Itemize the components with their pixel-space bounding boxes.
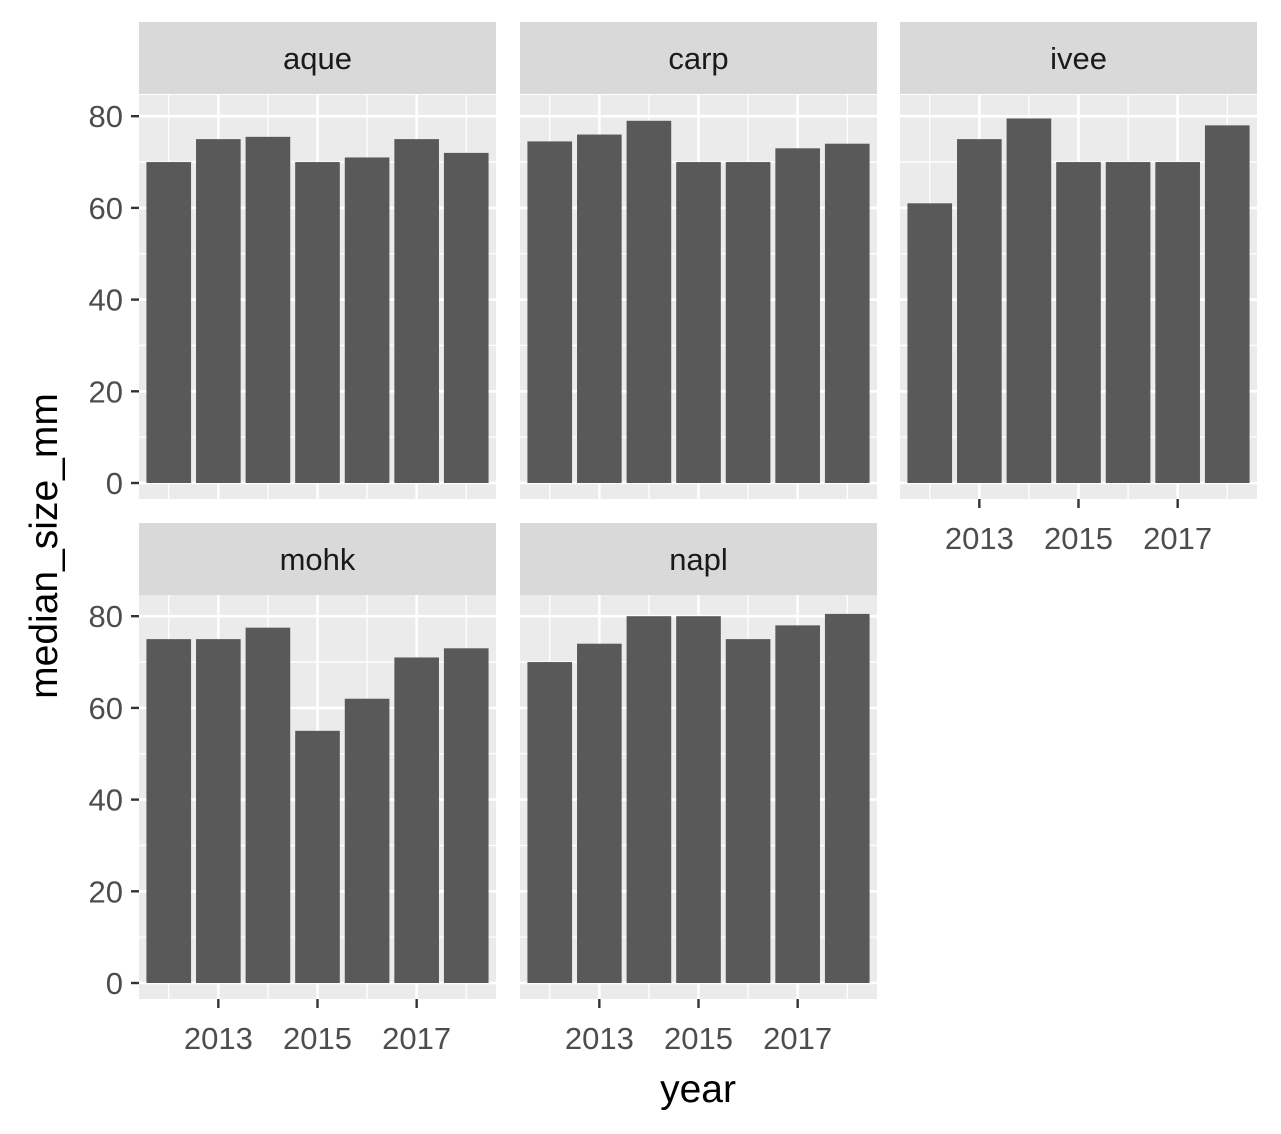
bar-napl-2018 <box>824 613 870 983</box>
bar-ivee-2012 <box>907 203 953 483</box>
y-axis-title: median_size_mm <box>23 393 66 699</box>
bar-ivee-2018 <box>1204 125 1250 484</box>
x-tick-label: 2015 <box>283 1021 352 1056</box>
facet-panel-carp: carp <box>520 22 877 499</box>
strip-mohk <box>139 523 496 595</box>
bar-mohk-2016 <box>344 698 390 983</box>
y-tick-label: 40 <box>89 283 123 318</box>
strip-carp <box>520 22 877 94</box>
bar-ivee-2014 <box>1006 118 1052 484</box>
facet-panel-napl: napl 2013 2015 2017 <box>520 523 877 1056</box>
bar-napl-2012 <box>527 662 573 983</box>
bar-aque-2015 <box>295 162 340 484</box>
strip-label-carp: carp <box>668 41 728 76</box>
bar-aque-2014 <box>245 136 291 483</box>
bar-aque-2012 <box>146 162 192 484</box>
bar-aque-2013 <box>196 139 241 483</box>
bar-napl-2014 <box>626 616 672 983</box>
x-tick-label: 2013 <box>945 521 1014 556</box>
bar-aque-2016 <box>344 157 390 483</box>
bar-mohk-2017 <box>394 657 439 983</box>
bar-carp-2017 <box>775 148 820 484</box>
bar-mohk-2018 <box>443 648 489 983</box>
strip-label-ivee: ivee <box>1050 41 1107 76</box>
bar-napl-2017 <box>775 625 820 983</box>
x-tick-label: 2013 <box>565 1021 634 1056</box>
strip-label-mohk: mohk <box>280 542 356 577</box>
bar-ivee-2013 <box>957 139 1002 483</box>
strip-label-napl: napl <box>669 542 728 577</box>
facet-panel-ivee: ivee 2013 2015 2017 <box>900 22 1257 556</box>
y-tick-label: 60 <box>89 691 123 726</box>
bar-carp-2018 <box>824 143 870 483</box>
y-tick-label: 80 <box>89 99 123 134</box>
bar-mohk-2014 <box>245 627 291 983</box>
bar-aque-2017 <box>394 139 439 483</box>
x-axis-title: year <box>660 1068 736 1111</box>
y-tick-label: 40 <box>89 783 123 818</box>
x-tick-label: 2015 <box>1044 521 1113 556</box>
strip-aque <box>139 22 496 94</box>
bar-mohk-2013 <box>196 639 241 983</box>
bar-carp-2015 <box>676 162 721 484</box>
bar-napl-2016 <box>725 639 771 983</box>
x-tick-label: 2017 <box>382 1021 451 1056</box>
x-tick-label: 2013 <box>184 1021 253 1056</box>
y-tick-label: 20 <box>89 874 123 909</box>
bar-carp-2013 <box>577 134 622 484</box>
bar-mohk-2015 <box>295 730 340 983</box>
y-tick-label: 0 <box>106 466 123 501</box>
y-tick-label: 60 <box>89 191 123 226</box>
y-tick-label: 20 <box>89 374 123 409</box>
bar-carp-2012 <box>527 141 573 484</box>
bar-carp-2016 <box>725 162 771 484</box>
bar-ivee-2016 <box>1105 162 1151 484</box>
y-tick-label: 0 <box>106 966 123 1001</box>
bar-napl-2013 <box>577 643 622 983</box>
bar-ivee-2015 <box>1056 162 1101 484</box>
y-tick-label: 80 <box>89 599 123 634</box>
bar-carp-2014 <box>626 120 672 483</box>
panels: aque 0 20 40 60 80 carp ivee 2013 2015 2017 mohk 0 20… <box>89 22 1257 1056</box>
facet-panel-mohk: mohk 0 20 40 60 80 2013 2015 2017 <box>89 523 496 1056</box>
x-tick-label: 2017 <box>1143 521 1212 556</box>
strip-napl <box>520 523 877 595</box>
x-tick-label: 2015 <box>664 1021 733 1056</box>
bar-ivee-2017 <box>1155 162 1200 484</box>
strip-ivee <box>900 22 1257 94</box>
facet-panel-aque: aque 0 20 40 60 80 <box>89 22 496 501</box>
x-tick-label: 2017 <box>763 1021 832 1056</box>
bar-mohk-2012 <box>146 639 192 983</box>
bar-napl-2015 <box>676 616 721 983</box>
bar-aque-2018 <box>443 152 489 483</box>
strip-label-aque: aque <box>283 41 352 76</box>
